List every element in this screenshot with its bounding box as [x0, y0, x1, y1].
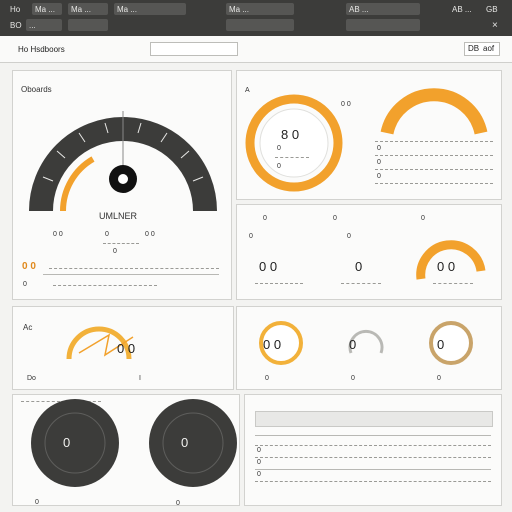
toolbar-label: BO	[10, 21, 22, 30]
ring-label: A	[245, 87, 250, 94]
divider	[255, 435, 491, 436]
toolbar-field-1[interactable]	[68, 19, 108, 31]
speedometer-row-mid: 0	[105, 231, 109, 238]
stats-col3-head: 0	[421, 215, 425, 222]
toolbar-field-2[interactable]	[226, 19, 294, 31]
table-row-3: 0	[257, 471, 261, 478]
mini-title: Ac	[23, 323, 33, 332]
mini-g4-footer: 0	[437, 375, 441, 382]
table-row-1: 0	[257, 447, 261, 454]
stats-col2-sub: 0	[347, 233, 351, 240]
toolbar-tab-4[interactable]: Ma ...	[226, 3, 294, 15]
toolbar-field-3[interactable]	[346, 19, 420, 31]
dial-2-value: 0	[181, 435, 189, 450]
stats-col3-value: 0 0	[437, 259, 456, 274]
divider	[375, 183, 493, 184]
mini-gauges-panel-2: 0 0 0 0 0 0 0	[236, 306, 502, 390]
dials-footer-left: 0	[35, 499, 39, 506]
table-row-2: 0	[257, 459, 261, 466]
divider	[375, 141, 493, 142]
ring-value: 8 0	[281, 127, 300, 142]
page-title: Ho Hsdboors	[18, 45, 65, 54]
stats-col1-value: 0 0	[259, 259, 278, 274]
mini-g4-value: 0	[437, 337, 445, 352]
divider	[433, 283, 473, 284]
mini-g3-footer: 0	[351, 375, 355, 382]
close-icon[interactable]: ×	[492, 20, 498, 31]
ring-panel: A 8 0 0 0 0 0 0 0 0	[236, 70, 502, 200]
divider	[255, 283, 303, 284]
ring-sub: 0	[277, 145, 281, 152]
stats-panel: 0 0 0 0 0 0 0 0 0 0	[236, 204, 502, 300]
toolbar-item-ab[interactable]: AB ...	[452, 5, 472, 14]
speedometer-row-right: 0 0	[145, 231, 155, 238]
toolbar-search[interactable]: ...	[26, 19, 62, 31]
stats-col2-head: 0	[333, 215, 337, 222]
divider	[43, 274, 219, 275]
speedometer-title: Oboards	[21, 85, 52, 94]
stats-mini-gauge	[416, 240, 486, 280]
half-gauge	[380, 88, 488, 135]
speedometer-row-left: 0 0	[53, 231, 63, 238]
table-panel: 0 0 0	[244, 394, 502, 506]
half-gauge-label: 0 0	[341, 101, 351, 108]
dark-dials	[31, 399, 237, 487]
toolbar-tab-2[interactable]: Ma ...	[68, 3, 108, 15]
divider	[341, 283, 381, 284]
mini-g1-value: 0 0	[117, 341, 136, 356]
mini-gauges-panel: Ac 0 0 Do I	[12, 306, 234, 390]
mini-g1-label: Do	[27, 375, 36, 382]
half-line-3: 0	[377, 173, 381, 180]
divider	[255, 469, 491, 470]
dark-dials-panel: 0 0 0	[12, 394, 240, 506]
mini-g3-value: 0	[349, 337, 357, 352]
speedometer-gauge	[29, 111, 217, 212]
toolbar-item-gb[interactable]: GB	[486, 5, 498, 14]
header-search-input[interactable]	[150, 42, 238, 56]
toolbar-tab-3[interactable]: Ma ...	[114, 3, 186, 15]
half-line-1: 0	[377, 145, 381, 152]
stats-col2-value: 0	[355, 259, 363, 274]
speedometer-row2: 0	[113, 248, 117, 255]
mini-g2-value: 0 0	[263, 337, 282, 352]
speedometer-panel: Oboards UMLNER 0 0 0 0 0 0 0 0 0	[12, 70, 232, 300]
toolbar-tab-5[interactable]: AB ...	[346, 3, 420, 15]
ring-footer: 0	[277, 163, 281, 170]
stats-col1-head: 0	[263, 215, 267, 222]
toolbar-item-home[interactable]: Ho	[10, 5, 21, 14]
mini-gauge-1	[66, 326, 134, 360]
mini-g1-footer: I	[139, 375, 141, 382]
table-header	[255, 411, 493, 427]
dial-1-value: 0	[63, 435, 71, 450]
speedometer-badge: 0 0	[22, 261, 36, 272]
speedometer-footer: 0	[23, 281, 27, 288]
divider	[375, 169, 493, 170]
divider	[103, 243, 139, 244]
divider	[255, 457, 491, 458]
divider	[275, 157, 309, 158]
mini-g2-footer: 0	[265, 375, 269, 382]
divider	[375, 155, 493, 156]
stats-col1-sub: 0	[249, 233, 253, 240]
divider	[49, 268, 219, 269]
speedometer-label: UMLNER	[99, 211, 138, 221]
divider	[53, 285, 157, 286]
half-line-2: 0	[377, 159, 381, 166]
sub-header: Ho Hsdboors DB aof	[0, 36, 512, 63]
toolbar-tab-1[interactable]: Ma ...	[32, 3, 62, 15]
ring-gauge	[245, 94, 343, 192]
top-toolbar: Ho Ma ... Ma ... Ma ... Ma ... AB ... AB…	[0, 0, 512, 36]
header-value-box: DB aof	[464, 42, 500, 56]
dials-footer-right: 0	[176, 500, 180, 507]
divider	[255, 445, 491, 446]
divider	[255, 481, 491, 482]
mini-gauge-rings	[259, 321, 473, 365]
